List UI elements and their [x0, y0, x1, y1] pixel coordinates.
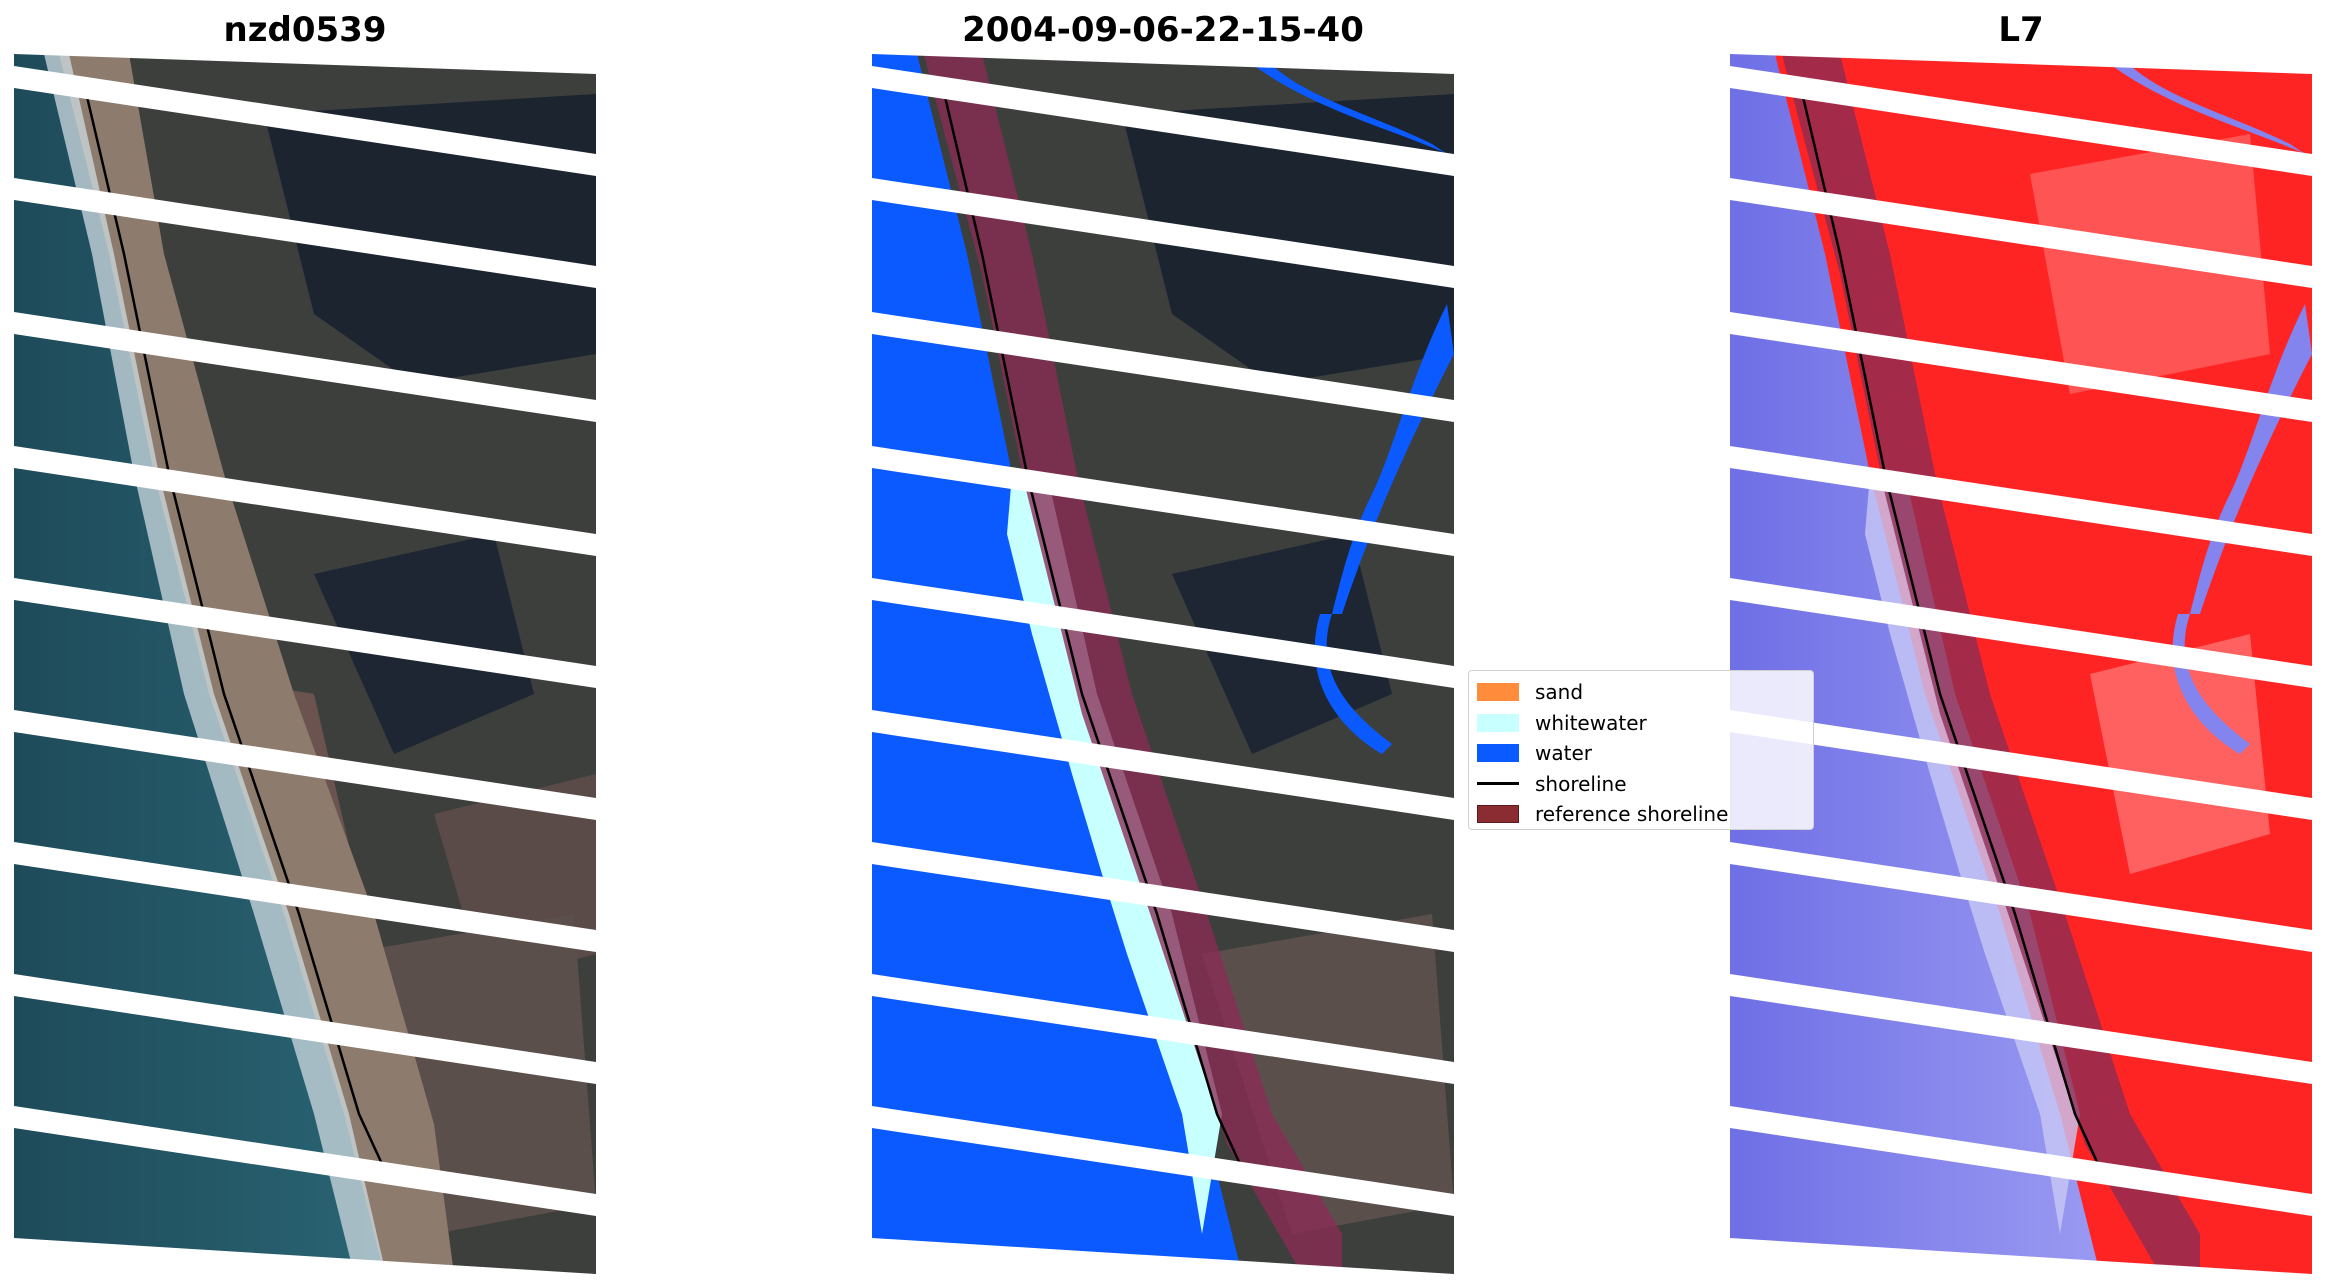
river-index	[2110, 54, 2305, 154]
scrub-patch	[344, 914, 596, 1234]
surf-index	[1865, 474, 2080, 1234]
legend-label: water	[1535, 741, 1592, 766]
classified-image	[872, 54, 1454, 1274]
legend-label: shoreline	[1535, 771, 1627, 796]
index-image	[1730, 54, 2312, 1274]
legend-label: whitewater	[1535, 710, 1647, 735]
river-index	[2172, 614, 2250, 754]
beach	[59, 54, 454, 1274]
river-class	[1252, 54, 1447, 154]
shoreline	[940, 83, 1242, 1165]
panel-title-index: L7	[1998, 10, 2044, 50]
panel-title-classified: 2004-09-06-22-15-40	[962, 10, 1364, 50]
legend-label: reference shoreline	[1535, 802, 1729, 827]
legend-item-whitewater: whitewater	[1469, 708, 1813, 739]
legend-item-water: water	[1469, 738, 1813, 769]
scrub-patch	[1202, 914, 1454, 1234]
scan-gaps	[872, 54, 1454, 1274]
shoreline	[1798, 83, 2100, 1165]
whitewater-swatch	[1477, 713, 1519, 732]
land-index-light	[2090, 634, 2270, 874]
surf-zone	[44, 54, 386, 1274]
reference-shoreline-band	[924, 54, 1342, 1274]
legend-item-sand: sand	[1469, 677, 1813, 708]
legend-label: sand	[1535, 680, 1584, 705]
whitewater-class	[1007, 474, 1222, 1234]
reference-shoreline-band	[1782, 54, 2200, 1274]
legend-item-reference-shoreline: reference shoreline	[1469, 799, 1813, 830]
panel-title-rgb: nzd0539	[223, 10, 387, 50]
shoreline-line-swatch	[1477, 782, 1519, 786]
forest-patch	[264, 94, 596, 384]
scan-gaps	[1730, 54, 2312, 1274]
shoreline	[82, 83, 384, 1165]
sand-swatch	[1477, 683, 1519, 702]
reference-shoreline-swatch	[1477, 805, 1519, 824]
legend-item-shoreline: shoreline	[1469, 769, 1813, 800]
scan-gaps	[14, 54, 596, 1274]
land-index-light	[2030, 134, 2270, 394]
river-class	[1314, 614, 1392, 754]
forest-patch	[1122, 94, 1454, 384]
legend: sand whitewater water shoreline referenc…	[1468, 670, 1814, 830]
water-swatch	[1477, 744, 1519, 763]
rgb-satellite-image	[14, 54, 596, 1274]
